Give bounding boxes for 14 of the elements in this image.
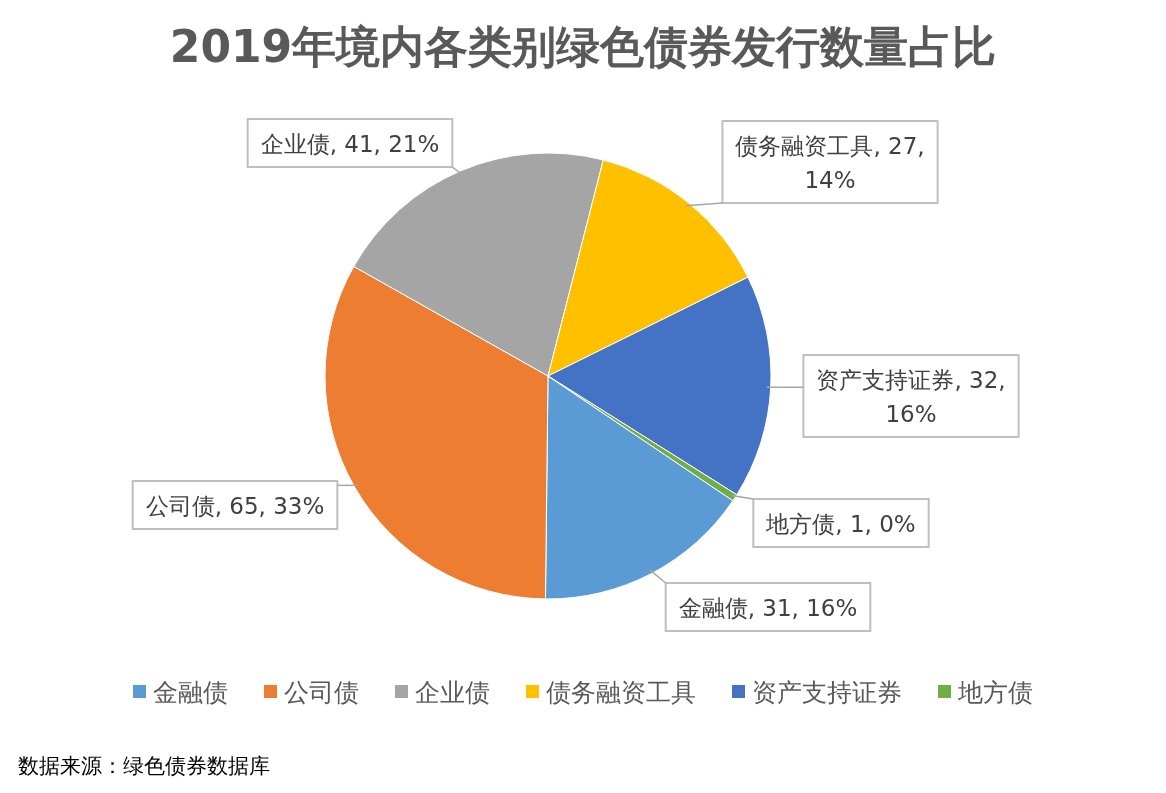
- data-label: 公司债, 65, 33%: [145, 493, 325, 519]
- chart-title: 2019年境内各类别绿色债券发行数量占比: [169, 21, 997, 72]
- legend-label: 资产支持证券: [752, 678, 902, 707]
- data-label: 企业债, 41, 21%: [260, 131, 440, 157]
- data-label: 金融债, 31, 16%: [678, 595, 858, 621]
- legend-label: 债务融资工具: [546, 678, 696, 707]
- legend-label: 公司债: [284, 678, 359, 707]
- legend-label: 金融债: [153, 678, 228, 707]
- legend-label: 企业债: [415, 678, 490, 707]
- source-note: 数据来源：绿色债券数据库: [18, 754, 270, 778]
- data-label: 债务融资工具, 27, 14%: [735, 133, 925, 193]
- legend-label: 地方债: [957, 678, 1033, 707]
- data-label: 地方债, 1, 0%: [765, 511, 916, 537]
- data-label: 资产支持证券, 32, 16%: [816, 367, 1006, 427]
